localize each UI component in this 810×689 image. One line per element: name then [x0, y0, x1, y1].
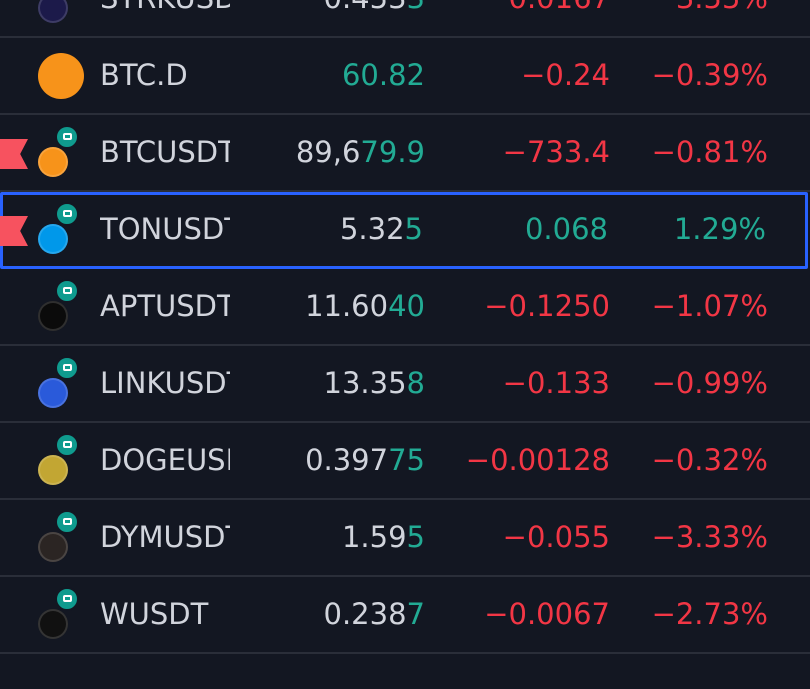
exchange-badge: [55, 279, 79, 303]
watchlist-row[interactable]: LINKUSDT 13.358 −0.133 −0.99%: [0, 346, 810, 423]
exchange-badge: [55, 433, 79, 457]
symbol: BTC.D: [100, 58, 188, 92]
symbol-icon: [38, 301, 68, 331]
flag-marker: [0, 139, 28, 169]
price-changed: 5: [404, 212, 423, 246]
symbol: DYMUSDT: [100, 520, 230, 554]
price-changed: 79.9: [360, 135, 425, 169]
change: −0.0167: [484, 0, 610, 36]
flag-marker: [0, 216, 28, 246]
symbol-icon: [38, 0, 68, 23]
price-changed: 5: [406, 520, 425, 554]
symbol-icon: [38, 53, 84, 99]
price: 60.82: [342, 38, 425, 113]
symbol: BTCUSDT: [100, 135, 230, 169]
price-changed: 40: [388, 289, 425, 323]
change: 0.068: [524, 212, 608, 246]
price-plain: 1.59: [341, 520, 407, 554]
change-percent: −0.99%: [651, 366, 768, 400]
symbol: DOGEUSDT: [100, 443, 230, 477]
watchlist-row[interactable]: BTC.D 60.82 −0.24 −0.39%: [0, 38, 810, 115]
price-changed: 8: [406, 366, 425, 400]
watchlist-row[interactable]: APTUSDT 11.6040 −0.1250 −1.07%: [0, 269, 810, 346]
exchange-badge: [55, 125, 79, 149]
price-changed: 75: [388, 443, 425, 477]
exchange-badge: [55, 587, 79, 611]
change: −733.4: [502, 135, 610, 169]
symbol-icon: [38, 224, 68, 254]
price: 13.358: [324, 346, 425, 421]
price-plain: 11.60: [305, 289, 389, 323]
symbol-icon: [38, 609, 68, 639]
watchlist-row[interactable]: TONUSDT 5.325 0.068 1.29%: [0, 192, 808, 269]
price: 0.2387: [324, 577, 425, 652]
symbol-icon: [38, 147, 68, 177]
price: 0.4533: [324, 0, 425, 36]
symbol: TONUSDT: [100, 212, 230, 246]
symbol: WUSDT: [100, 597, 209, 631]
change-percent: −0.39%: [651, 58, 768, 92]
price-changed: 7: [406, 597, 425, 631]
exchange-badge: [55, 356, 79, 380]
symbol: STRKUSDT: [100, 0, 230, 36]
price: 1.595: [342, 500, 425, 575]
symbol-icon: [38, 455, 68, 485]
change-percent: 1.29%: [673, 212, 766, 246]
price-plain: 0.238: [323, 597, 407, 631]
change-percent: −2.73%: [651, 597, 768, 631]
price-plain: 89,6: [295, 135, 361, 169]
change: −0.00128: [465, 443, 610, 477]
watchlist: STRKUSDT 0.4533 −0.0167 −3.55% BTC.D 60.82 −0.…: [0, 0, 810, 654]
symbol-icon: [38, 532, 68, 562]
price-plain: 0.453: [324, 0, 407, 15]
change: −0.24: [521, 58, 610, 92]
price-changed: 60.82: [341, 58, 425, 92]
change-percent: −3.55%: [652, 0, 768, 36]
watchlist-row[interactable]: DYMUSDT 1.595 −0.055 −3.33%: [0, 500, 810, 577]
change-percent: −0.32%: [651, 443, 768, 477]
price: 11.6040: [305, 269, 425, 344]
symbol-icon: [38, 378, 68, 408]
change-percent: −0.81%: [651, 135, 768, 169]
price-plain: 13.35: [323, 366, 407, 400]
price-changed: 3: [407, 0, 425, 15]
watchlist-row[interactable]: STRKUSDT 0.4533 −0.0167 −3.55%: [0, 0, 810, 38]
watchlist-row[interactable]: DOGEUSDT 0.39775 −0.00128 −0.32%: [0, 423, 810, 500]
exchange-badge: [55, 510, 79, 534]
price-plain: 5.32: [339, 212, 405, 246]
watchlist-row[interactable]: BTCUSDT 89,679.9 −733.4 −0.81%: [0, 115, 810, 192]
price: 89,679.9: [296, 115, 425, 190]
symbol: APTUSDT: [100, 289, 230, 323]
change-percent: −3.33%: [651, 520, 768, 554]
price: 5.325: [340, 192, 423, 267]
change: −0.1250: [484, 289, 610, 323]
watchlist-row[interactable]: WUSDT 0.2387 −0.0067 −2.73%: [0, 577, 810, 654]
change-percent: −1.07%: [651, 289, 768, 323]
exchange-badge: [55, 202, 79, 226]
change: −0.0067: [484, 597, 610, 631]
symbol: LINKUSDT: [100, 366, 230, 400]
change: −0.055: [502, 520, 610, 554]
change: −0.133: [502, 366, 610, 400]
price-plain: 0.397: [305, 443, 389, 477]
price: 0.39775: [305, 423, 425, 498]
